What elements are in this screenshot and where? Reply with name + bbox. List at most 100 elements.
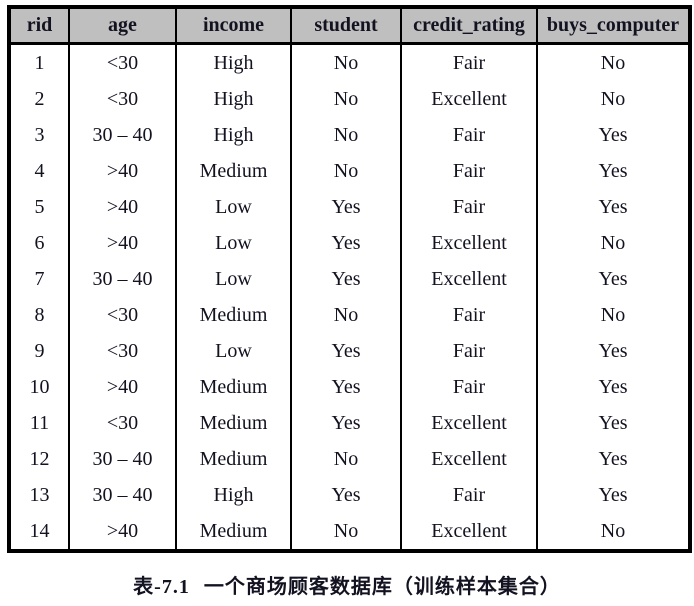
cell-credit_rating: Fair (400, 333, 538, 369)
cell-income: Medium (175, 153, 292, 189)
cell-credit_rating: Fair (400, 43, 538, 81)
cell-student: No (290, 43, 402, 81)
cell-age: 30 – 40 (68, 261, 177, 297)
column-header-buys-computer: buys_computer (536, 7, 691, 45)
cell-student: No (290, 117, 402, 153)
table-row: 2 <30 High No Excellent No (8, 81, 691, 117)
cell-student: No (290, 441, 402, 477)
table-row: 1 <30 High No Fair No (8, 43, 691, 81)
cell-buys_computer: Yes (536, 369, 691, 405)
column-header-credit-rating: credit_rating (400, 7, 538, 45)
cell-rid: 10 (8, 369, 70, 405)
cell-student: Yes (290, 477, 402, 513)
cell-income: Medium (175, 297, 292, 333)
table-row: 10 >40 Medium Yes Fair Yes (8, 369, 691, 405)
cell-buys_computer: Yes (536, 261, 691, 297)
cell-age: 30 – 40 (68, 477, 177, 513)
header-row: rid age income student credit_rating buy… (8, 7, 691, 45)
cell-rid: 3 (8, 117, 70, 153)
cell-credit_rating: Excellent (400, 405, 538, 441)
cell-buys_computer: No (536, 43, 691, 81)
cell-income: Medium (175, 513, 292, 551)
cell-rid: 4 (8, 153, 70, 189)
table-row: 4 >40 Medium No Fair Yes (8, 153, 691, 189)
table-row: 9 <30 Low Yes Fair Yes (8, 333, 691, 369)
cell-buys_computer: No (536, 225, 691, 261)
table-row: 11 <30 Medium Yes Excellent Yes (8, 405, 691, 441)
cell-age: <30 (68, 43, 177, 81)
cell-student: No (290, 513, 402, 551)
cell-credit_rating: Excellent (400, 441, 538, 477)
cell-buys_computer: Yes (536, 333, 691, 369)
cell-student: Yes (290, 333, 402, 369)
cell-age: <30 (68, 405, 177, 441)
cell-buys_computer: Yes (536, 477, 691, 513)
cell-credit_rating: Excellent (400, 81, 538, 117)
cell-buys_computer: Yes (536, 441, 691, 477)
cell-age: >40 (68, 153, 177, 189)
cell-income: Low (175, 225, 292, 261)
customer-dataset-table: rid age income student credit_rating buy… (7, 5, 692, 553)
cell-rid: 9 (8, 333, 70, 369)
cell-age: <30 (68, 297, 177, 333)
table-row: 7 30 – 40 Low Yes Excellent Yes (8, 261, 691, 297)
cell-income: High (175, 81, 292, 117)
table-caption: 表-7.1 一个商场顾客数据库（训练样本集合） (0, 570, 694, 599)
cell-student: Yes (290, 225, 402, 261)
cell-income: Low (175, 333, 292, 369)
cell-buys_computer: No (536, 297, 691, 333)
cell-student: No (290, 153, 402, 189)
table-row: 5 >40 Low Yes Fair Yes (8, 189, 691, 225)
cell-income: Medium (175, 405, 292, 441)
table-row: 14 >40 Medium No Excellent No (8, 513, 691, 551)
cell-credit_rating: Excellent (400, 513, 538, 551)
table-header: rid age income student credit_rating buy… (8, 7, 691, 45)
caption-number: 表-7.1 (133, 576, 190, 598)
cell-income: Low (175, 261, 292, 297)
cell-rid: 11 (8, 405, 70, 441)
cell-credit_rating: Fair (400, 297, 538, 333)
column-header-age: age (68, 7, 177, 45)
cell-rid: 2 (8, 81, 70, 117)
cell-credit_rating: Excellent (400, 261, 538, 297)
cell-age: 30 – 40 (68, 441, 177, 477)
cell-buys_computer: Yes (536, 153, 691, 189)
cell-income: High (175, 117, 292, 153)
cell-age: <30 (68, 81, 177, 117)
cell-student: No (290, 297, 402, 333)
cell-rid: 1 (8, 43, 70, 81)
cell-income: High (175, 43, 292, 81)
cell-credit_rating: Fair (400, 189, 538, 225)
cell-rid: 6 (8, 225, 70, 261)
cell-income: Medium (175, 441, 292, 477)
table-row: 13 30 – 40 High Yes Fair Yes (8, 477, 691, 513)
table-body: 1 <30 High No Fair No 2 <30 High No Excellent No 3 30… (8, 43, 691, 551)
table-row: 8 <30 Medium No Fair No (8, 297, 691, 333)
cell-age: >40 (68, 513, 177, 551)
cell-income: High (175, 477, 292, 513)
cell-student: Yes (290, 261, 402, 297)
table-row: 6 >40 Low Yes Excellent No (8, 225, 691, 261)
cell-buys_computer: Yes (536, 189, 691, 225)
cell-income: Low (175, 189, 292, 225)
cell-rid: 7 (8, 261, 70, 297)
cell-age: >40 (68, 225, 177, 261)
cell-age: <30 (68, 333, 177, 369)
caption-title: 一个商场顾客数据库（训练样本集合） (203, 576, 561, 598)
cell-student: No (290, 81, 402, 117)
cell-credit_rating: Fair (400, 477, 538, 513)
cell-income: Medium (175, 369, 292, 405)
cell-student: Yes (290, 405, 402, 441)
cell-student: Yes (290, 189, 402, 225)
cell-age: 30 – 40 (68, 117, 177, 153)
column-header-income: income (175, 7, 292, 45)
column-header-student: student (290, 7, 402, 45)
column-header-rid: rid (8, 7, 70, 45)
cell-age: >40 (68, 369, 177, 405)
cell-age: >40 (68, 189, 177, 225)
cell-buys_computer: Yes (536, 405, 691, 441)
cell-buys_computer: No (536, 513, 691, 551)
table-row: 3 30 – 40 High No Fair Yes (8, 117, 691, 153)
cell-buys_computer: Yes (536, 117, 691, 153)
cell-rid: 5 (8, 189, 70, 225)
